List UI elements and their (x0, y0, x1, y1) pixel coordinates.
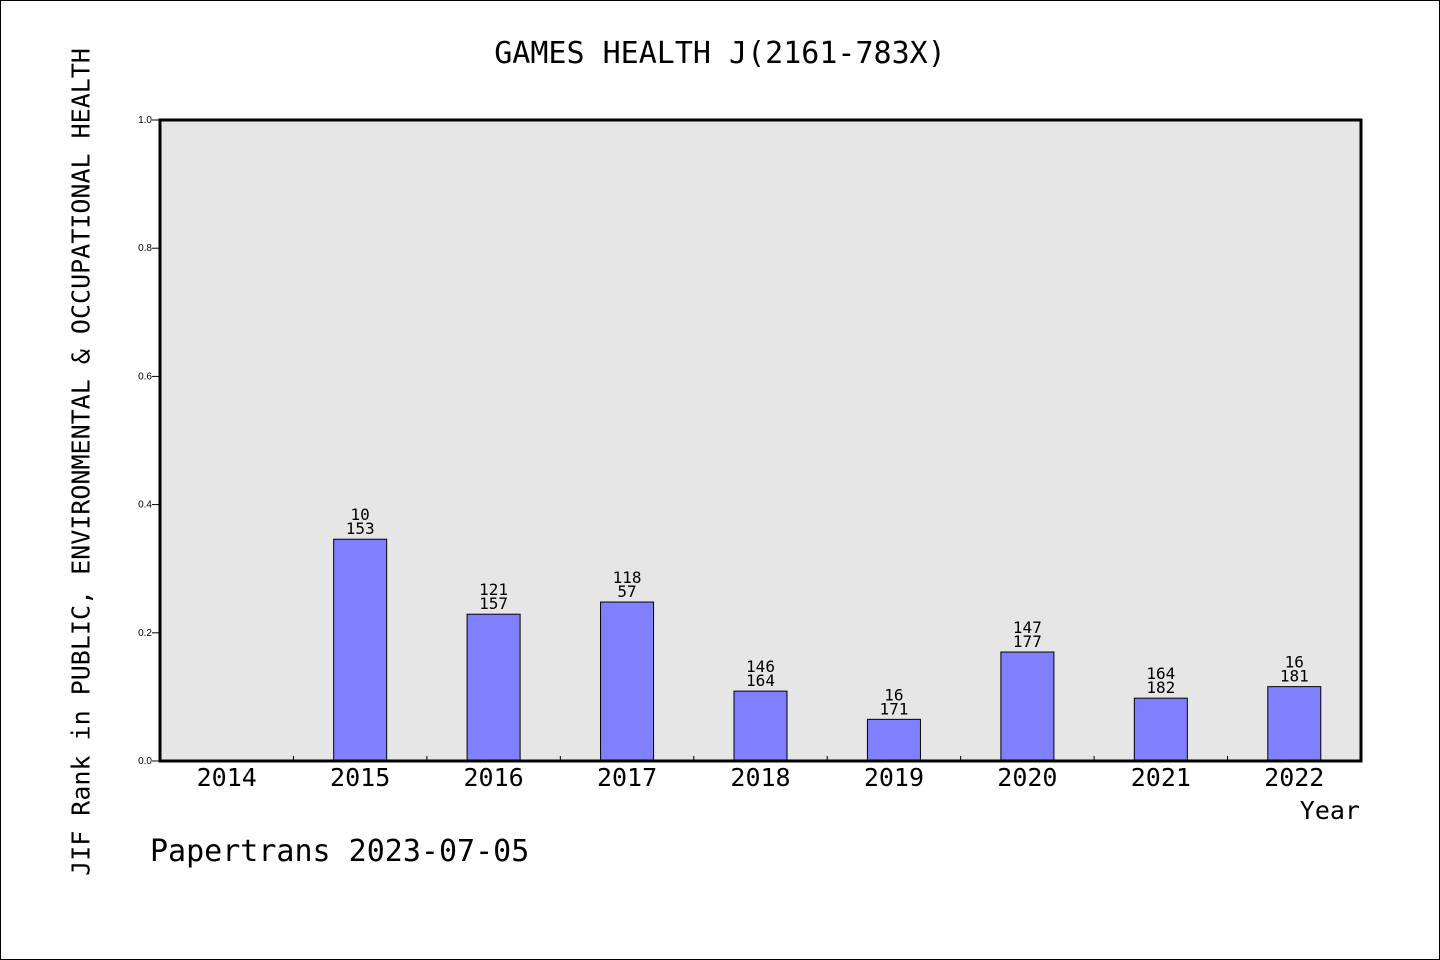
bars-group: 1015312115711857146164161711471771641821… (333, 505, 1322, 762)
bar (466, 613, 521, 762)
x-tick-label: 2015 (330, 763, 390, 792)
bar (866, 718, 921, 762)
bar-label-top: 121 (479, 580, 508, 599)
x-tick-label: 2020 (997, 763, 1057, 792)
x-axis-label: Year (1299, 796, 1360, 825)
bar-label-top: 10 (351, 505, 370, 524)
bar-label-bottom: 157 (479, 594, 508, 613)
x-tick-label: 2016 (464, 763, 524, 792)
y-tick-label: 0.6 (138, 371, 152, 382)
bar (1000, 651, 1055, 762)
y-tick-label: 0.4 (138, 500, 152, 511)
y-tick-label: 0.0 (138, 756, 152, 767)
x-tick-label: 2019 (864, 763, 924, 792)
y-tick-label: 1.0 (138, 115, 152, 126)
x-tick-label: 2022 (1264, 763, 1324, 792)
bar (1267, 686, 1322, 762)
x-axis: 2014 2015 2016 2017 2018 2019 2020 2021 2022 (197, 756, 1324, 792)
y-axis: 0.0 0.2 0.4 0.6 0.8 1.0 (138, 115, 160, 767)
bar-label-top: 146 (746, 657, 775, 676)
bar (600, 601, 655, 762)
bar-label-bottom: 153 (346, 519, 375, 538)
bar-label-top: 16 (884, 685, 903, 704)
footer-watermark: Papertrans 2023-07-05 (150, 834, 530, 869)
chart-title: GAMES HEALTH J(2161-783X) (494, 36, 946, 71)
bar-label-bottom: 164 (746, 671, 775, 690)
x-tick-label: 2014 (197, 763, 257, 792)
y-tick-label: 0.8 (138, 243, 152, 254)
y-tick-label: 0.2 (138, 628, 152, 639)
bar-label-top: 164 (1146, 664, 1175, 683)
x-tick-label: 2017 (597, 763, 657, 792)
bar (333, 538, 388, 762)
bar-label-top: 118 (613, 568, 642, 587)
bar-label-bottom: 57 (617, 582, 636, 601)
bar-label-bottom: 171 (879, 699, 908, 718)
bar-label-top: 147 (1013, 618, 1042, 637)
x-tick-label: 2018 (730, 763, 790, 792)
bar (733, 690, 788, 762)
bar (1133, 697, 1188, 762)
x-tick-label: 2021 (1131, 763, 1191, 792)
bar-label-top: 16 (1285, 653, 1304, 672)
plot-border (158, 118, 1363, 763)
bar-label-bottom: 177 (1013, 632, 1042, 651)
bar-label-bottom: 181 (1280, 667, 1309, 686)
bar-label-bottom: 182 (1146, 678, 1175, 697)
